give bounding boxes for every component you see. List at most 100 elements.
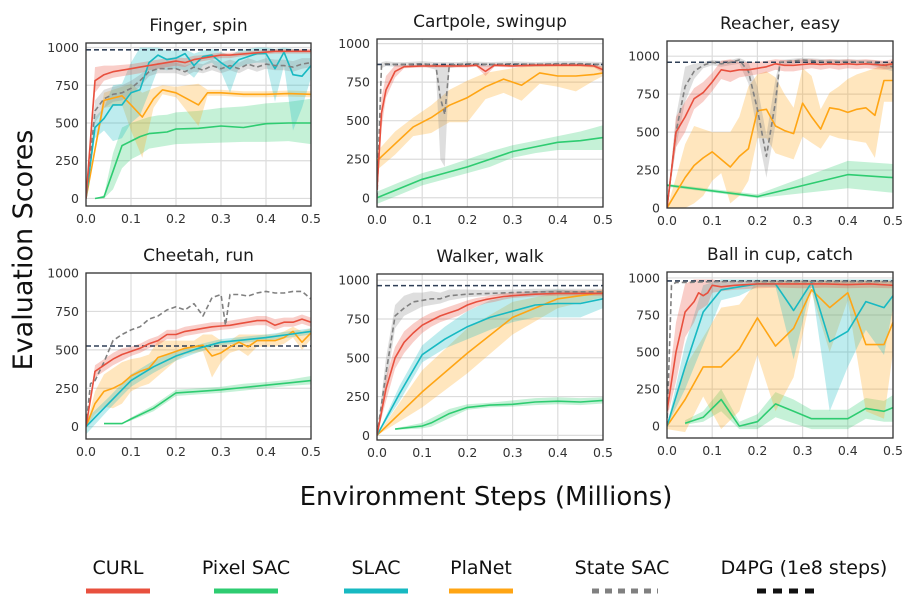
y-tick-label: 250	[636, 163, 660, 178]
x-axis-label: Environment Steps (Millions)	[300, 482, 673, 512]
band-planet	[86, 326, 311, 427]
x-tick-label: 0.5	[301, 444, 321, 459]
x-tick-label: 0.2	[747, 213, 767, 228]
x-tick-label: 0.5	[301, 211, 321, 226]
plot-frame	[666, 271, 894, 439]
y-tick-label: 250	[346, 152, 370, 167]
plot-frame	[85, 272, 312, 440]
band-pixel-sac	[667, 160, 893, 199]
y-tick-label: 1000	[47, 266, 79, 281]
subplot-grid: Finger, spin 0.0 0.1 0.2 0.3 0.4 0.5 0 250 500 750…	[47, 12, 903, 460]
line-curl	[377, 64, 603, 191]
x-tick-label: 0.2	[166, 444, 186, 459]
y-tick-label: 500	[636, 345, 660, 360]
y-tick-label: 0	[362, 190, 370, 205]
legend-item-state-sac: State SAC	[575, 557, 669, 594]
x-tick-label: 0.1	[702, 213, 722, 228]
y-tick-label: 750	[346, 311, 370, 326]
y-tick-label: 750	[55, 78, 79, 93]
band-planet	[377, 289, 603, 436]
x-tick-label: 0.1	[412, 445, 432, 460]
band-curl	[667, 279, 893, 419]
line-planet	[86, 330, 311, 427]
line-slac	[86, 51, 311, 199]
y-tick-label: 750	[636, 87, 660, 102]
y-tick-label: 1000	[338, 273, 370, 288]
y-tick-label: 0	[362, 428, 370, 443]
x-tick-label: 0.2	[166, 211, 186, 226]
plot-frame	[376, 38, 604, 208]
y-tick-label: 0	[652, 201, 660, 216]
line-planet	[86, 89, 311, 199]
x-tick-label: 0.0	[367, 445, 387, 460]
x-tick-label: 0.2	[747, 443, 767, 458]
y-tick-label: 500	[55, 115, 79, 130]
y-tick-label: 1000	[338, 36, 370, 51]
x-tick-label: 0.4	[838, 443, 858, 458]
subplot: Reacher, easy 0.0 0.1 0.2 0.3 0.4 0.5 0 250 500 75…	[628, 14, 903, 228]
legend-label: PlaNet	[450, 557, 512, 579]
x-tick-label: 0.4	[838, 213, 858, 228]
x-tick-label: 0.3	[211, 211, 231, 226]
line-curl	[377, 292, 603, 436]
y-axis-label: Evaluation Scores	[8, 130, 39, 371]
line-pixel-sac	[377, 136, 603, 199]
x-tick-label: 0.3	[211, 444, 231, 459]
y-tick-label: 250	[55, 153, 79, 168]
line-state-sac	[86, 61, 311, 199]
y-tick-label: 250	[346, 389, 370, 404]
line-state-sac	[86, 290, 311, 427]
line-curl	[86, 50, 311, 199]
legend-item-slac: SLAC	[344, 557, 408, 594]
line-planet	[667, 79, 893, 208]
x-tick-label: 0.1	[412, 212, 432, 227]
line-pixel-sac	[104, 379, 311, 425]
subplot-title: Cheetah, run	[143, 246, 254, 266]
x-tick-label: 0.2	[457, 445, 477, 460]
x-tick-label: 0.4	[256, 211, 276, 226]
x-tick-label: 0.5	[883, 213, 903, 228]
legend-label: D4PG (1e8 steps)	[721, 557, 888, 579]
legend-item-pixel-sac: Pixel SAC	[202, 557, 290, 594]
plot-frame	[666, 40, 894, 209]
y-tick-label: 250	[636, 382, 660, 397]
line-state-sac	[377, 62, 603, 198]
subplot: Cartpole, swingup 0.0 0.1 0.2 0.3 0.4 0.5 0 250 5…	[338, 12, 613, 227]
subplot-title: Ball in cup, catch	[707, 245, 853, 265]
subplot: Walker, walk 0.0 0.1 0.2 0.3 0.4 0.5 0 250 500 750…	[338, 247, 613, 460]
x-tick-label: 0.3	[503, 445, 523, 460]
legend: CURL Pixel SAC SLAC PlaNet State SAC D4PG (1e…	[86, 557, 888, 594]
y-tick-label: 0	[71, 419, 79, 434]
band-slac	[667, 279, 893, 427]
line-slac	[86, 330, 311, 428]
x-tick-label: 0.1	[121, 211, 141, 226]
line-state-sac	[667, 59, 893, 208]
x-tick-label: 0.0	[367, 212, 387, 227]
line-pixel-sac	[684, 398, 893, 427]
line-curl	[86, 318, 311, 427]
y-tick-label: 750	[346, 75, 370, 90]
y-tick-label: 250	[55, 381, 79, 396]
x-tick-label: 0.4	[256, 444, 276, 459]
x-tick-label: 0.0	[76, 444, 96, 459]
x-tick-label: 0.5	[593, 212, 613, 227]
line-pixel-sac	[395, 399, 603, 430]
band-pixel-sac	[95, 98, 311, 199]
legend-label: SLAC	[351, 557, 400, 579]
subplot-title: Reacher, easy	[720, 14, 840, 34]
line-pixel-sac	[94, 122, 311, 200]
y-tick-label: 500	[636, 125, 660, 140]
band-state-sac	[667, 57, 893, 208]
band-pixel-sac	[104, 376, 311, 424]
y-tick-label: 500	[55, 342, 79, 357]
y-tick-label: 750	[636, 307, 660, 322]
subplot: Cheetah, run 0.0 0.1 0.2 0.3 0.4 0.5 0 250 500 750…	[47, 246, 321, 459]
band-planet	[667, 280, 893, 433]
x-tick-label: 0.1	[702, 443, 722, 458]
x-tick-label: 0.4	[548, 445, 568, 460]
legend-item-curl: CURL	[86, 557, 150, 594]
line-planet	[667, 288, 893, 427]
subplot-title: Finger, spin	[149, 16, 247, 36]
line-planet	[377, 72, 603, 162]
y-tick-label: 1000	[47, 40, 79, 55]
